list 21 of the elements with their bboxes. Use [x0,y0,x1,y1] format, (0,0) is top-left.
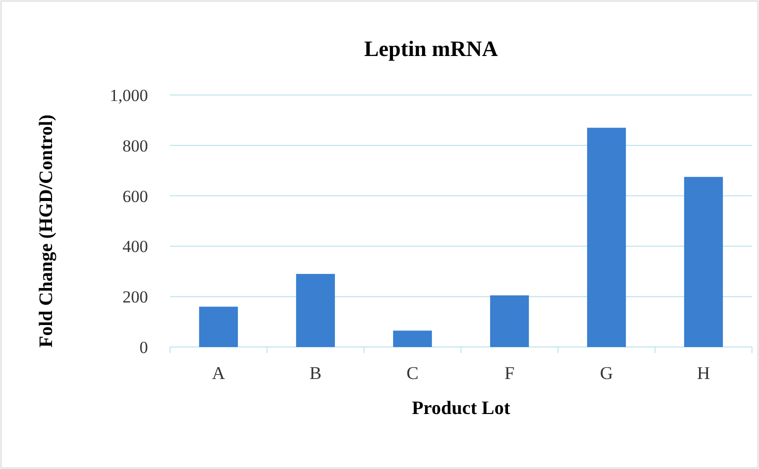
x-axis-title: Product Lot [412,398,511,419]
x-tick-label: H [697,363,710,383]
y-tick-label: 1,000 [110,86,148,105]
chart-title: Leptin mRNA [364,36,498,61]
y-tick-label: 200 [122,288,148,307]
y-tick-label: 800 [122,136,148,156]
bar [490,295,529,347]
x-tick-label: C [406,363,419,383]
x-tick-label: A [212,363,225,383]
y-tick-label: 0 [140,338,148,357]
bar [296,274,335,347]
x-tick-label: B [309,363,322,383]
bar [393,330,432,347]
x-tick-label: F [504,363,515,383]
bar [199,306,238,347]
y-tick-label: 600 [122,186,148,206]
y-axis-title: Fold Change (HGD/Control) [36,114,57,348]
bar [587,128,626,347]
y-tick-label: 400 [122,237,148,256]
x-tick-label: G [600,363,613,383]
bar [684,176,723,347]
